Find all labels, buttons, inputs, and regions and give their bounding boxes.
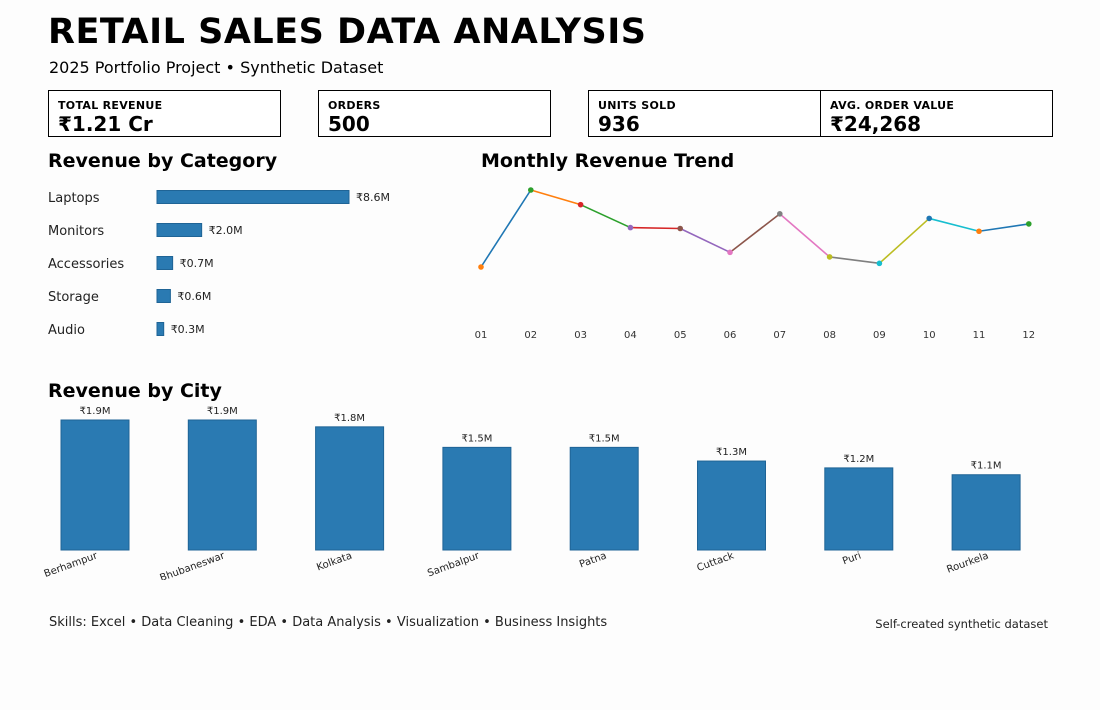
trend-segment <box>878 217 930 264</box>
city-tick-label: Puri <box>841 550 863 567</box>
category-bar-chart: Laptops ₹8.6M Monitors ₹2.0M Accessories ₹0.7… <box>48 190 390 338</box>
month-tick-label: 06 <box>724 330 737 341</box>
category-bar <box>156 223 203 237</box>
city-data-label: ₹1.1M <box>971 461 1002 472</box>
city-bar <box>697 460 766 551</box>
city-data-label: ₹1.9M <box>80 406 111 417</box>
trend-segment <box>630 226 681 230</box>
city-data-label: ₹1.3M <box>716 447 747 458</box>
category-label: Accessories <box>48 257 124 272</box>
kpi-value: 500 <box>328 112 370 136</box>
month-tick-label: 12 <box>1022 330 1035 341</box>
city-data-label: ₹1.2M <box>843 454 874 465</box>
city-data-label: ₹1.9M <box>207 406 238 417</box>
city-bar <box>60 419 130 551</box>
kpi-card-orders: ORDERS 500 <box>318 90 551 137</box>
trend-point <box>1026 221 1032 227</box>
page-subtitle: 2025 Portfolio Project • Synthetic Datas… <box>49 58 384 77</box>
city-tick-label: Sambalpur <box>426 550 482 579</box>
month-tick-label: 04 <box>624 330 637 341</box>
city-bar <box>951 474 1021 551</box>
category-label: Audio <box>48 323 85 338</box>
category-data-label: ₹0.7M <box>180 257 214 270</box>
kpi-card-total-revenue: TOTAL REVENUE ₹1.21 Cr <box>48 90 281 137</box>
city-data-label: ₹1.8M <box>334 413 365 424</box>
trend-point <box>727 249 733 256</box>
category-data-label: ₹2.0M <box>209 224 243 237</box>
trend-segment <box>580 203 631 229</box>
monthly-line-chart: 01 02 03 04 05 06 07 08 09 10 11 12 <box>475 187 1035 341</box>
city-chart-title: Revenue by City <box>48 380 222 402</box>
kpi-value: ₹1.21 Cr <box>58 112 153 136</box>
category-bar <box>156 322 165 336</box>
trend-segment <box>679 227 731 254</box>
month-tick-label: 11 <box>973 330 986 341</box>
month-tick-label: 02 <box>524 330 537 341</box>
city-bar <box>442 446 512 551</box>
trend-point <box>627 224 634 231</box>
category-data-label: ₹8.6M <box>356 191 390 204</box>
city-tick-label: Cuttack <box>695 550 735 574</box>
trend-point <box>777 211 783 217</box>
city-tick-label: Patna <box>578 550 608 570</box>
kpi-label: UNITS SOLD <box>598 99 676 112</box>
trend-segment <box>978 223 1029 233</box>
city-bar <box>569 446 639 551</box>
trend-point <box>876 260 883 267</box>
city-bar <box>187 419 257 551</box>
city-bar <box>315 426 385 551</box>
category-bar <box>156 256 174 270</box>
category-label: Laptops <box>48 191 100 206</box>
trend-segment <box>779 213 831 258</box>
category-bar <box>156 190 350 204</box>
kpi-label: AVG. ORDER VALUE <box>830 99 955 112</box>
month-tick-label: 09 <box>873 330 886 341</box>
trend-segment <box>480 189 532 268</box>
category-label: Monitors <box>48 224 104 239</box>
kpi-label: TOTAL REVENUE <box>58 99 163 112</box>
category-label: Storage <box>48 290 99 305</box>
kpi-card-avg-order-value: AVG. ORDER VALUE ₹24,268 <box>820 90 1053 137</box>
kpi-value: ₹24,268 <box>830 112 922 136</box>
trend-point <box>976 228 982 235</box>
page-title: RETAIL SALES DATA ANALYSIS <box>48 12 647 52</box>
month-tick-label: 07 <box>773 330 786 341</box>
city-bar-chart: ₹1.9M Berhampur ₹1.9M Bhubaneswar ₹1.8M Kolka… <box>43 406 1021 580</box>
kpi-value: 936 <box>598 112 640 136</box>
trend-point <box>926 215 932 222</box>
month-tick-label: 03 <box>574 330 587 341</box>
month-tick-label: 01 <box>475 330 488 341</box>
category-data-label: ₹0.6M <box>177 290 211 303</box>
category-bar <box>156 289 171 303</box>
month-tick-label: 08 <box>823 330 836 341</box>
skills-footer: Skills: Excel • Data Cleaning • EDA • Da… <box>49 615 608 630</box>
trend-segment <box>829 256 880 265</box>
city-data-label: ₹1.5M <box>461 433 492 444</box>
city-tick-label: Bhubaneswar <box>159 550 228 580</box>
trend-point <box>826 254 833 260</box>
trend-segment <box>530 189 581 206</box>
category-chart-title: Revenue by Category <box>48 150 278 172</box>
monthly-chart-title: Monthly Revenue Trend <box>481 150 735 172</box>
dataset-note: Self-created synthetic dataset <box>875 617 1048 631</box>
trend-point <box>577 201 584 208</box>
trend-segment <box>929 217 980 233</box>
month-tick-label: 05 <box>674 330 687 341</box>
kpi-card-units-sold: UNITS SOLD 936 <box>588 90 822 137</box>
trend-segment <box>729 213 781 253</box>
trend-point <box>528 187 534 193</box>
trend-point <box>677 225 683 232</box>
city-bar <box>824 467 894 551</box>
trend-point <box>478 264 484 270</box>
month-tick-label: 10 <box>923 330 936 341</box>
city-tick-label: Rourkela <box>945 550 990 575</box>
category-data-label: ₹0.3M <box>171 323 205 336</box>
city-tick-label: Kolkata <box>315 550 353 573</box>
city-tick-label: Berhampur <box>43 550 100 580</box>
kpi-label: ORDERS <box>328 99 381 112</box>
city-data-label: ₹1.5M <box>589 433 620 444</box>
